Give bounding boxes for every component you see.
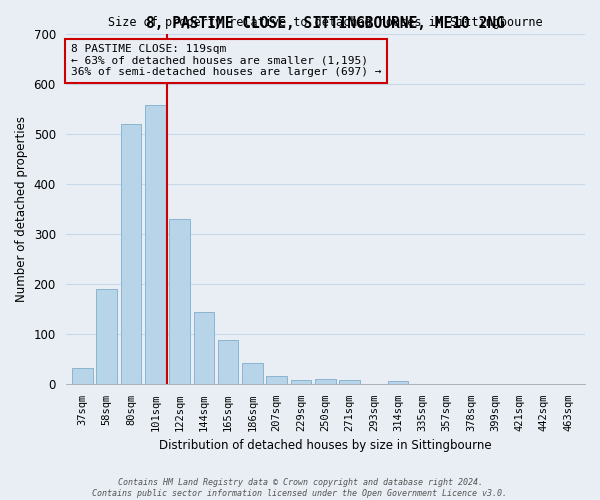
Text: Size of property relative to detached houses in Sittingbourne: Size of property relative to detached ho… (108, 16, 542, 28)
Bar (339, 380, 360, 384)
Bar (169, 220, 190, 384)
X-axis label: Distribution of detached houses by size in Sittingbourne: Distribution of detached houses by size … (159, 440, 491, 452)
Bar (242, 364, 263, 384)
Bar (72, 368, 93, 384)
Bar (121, 124, 142, 384)
Bar (388, 382, 409, 384)
Title: 8, PASTIME CLOSE, SITTINGBOURNE, ME10 2NG: 8, PASTIME CLOSE, SITTINGBOURNE, ME10 2N… (146, 16, 505, 31)
Text: Contains HM Land Registry data © Crown copyright and database right 2024.
Contai: Contains HM Land Registry data © Crown c… (92, 478, 508, 498)
Bar (218, 340, 238, 384)
Text: 8 PASTIME CLOSE: 119sqm
← 63% of detached houses are smaller (1,195)
36% of semi: 8 PASTIME CLOSE: 119sqm ← 63% of detache… (71, 44, 381, 78)
Bar (315, 379, 335, 384)
Bar (266, 376, 287, 384)
Bar (145, 105, 166, 384)
Bar (290, 380, 311, 384)
Bar (194, 312, 214, 384)
Y-axis label: Number of detached properties: Number of detached properties (15, 116, 28, 302)
Bar (97, 289, 117, 384)
